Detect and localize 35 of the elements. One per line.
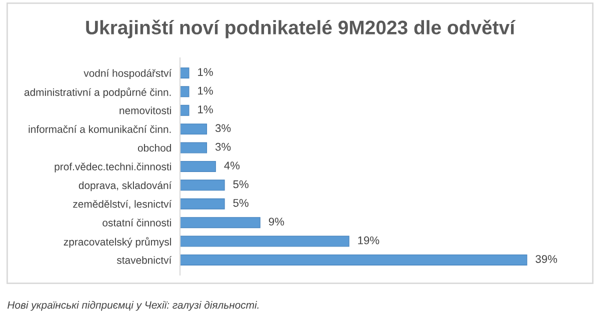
y-tick-label: doprava, skladování: [78, 181, 172, 192]
y-tick-label: zemědělství, lesnictví: [73, 200, 172, 209]
data-label: 1%: [198, 86, 213, 95]
data-label: 5%: [233, 199, 248, 207]
data-label: 3%: [215, 124, 231, 132]
bar: [180, 198, 225, 210]
data-label: 4%: [224, 162, 240, 170]
y-tick-label: zpracovatelský průmysl: [64, 237, 171, 248]
chart-title: Ukrajinští noví podnikatelé 9M2023 dle odvětví: [86, 20, 516, 38]
bar: [180, 160, 216, 172]
text: Нові українські підприємці у Чехії: галузі діяльності.: [8, 301, 258, 311]
data-label: 9%: [268, 218, 284, 226]
data-label: 39%: [536, 255, 558, 263]
bar: [180, 124, 208, 135]
y-tick-label: prof.vědec.techni.činnosti: [54, 162, 171, 172]
bar: [180, 217, 260, 228]
data-label: 19%: [358, 236, 380, 244]
bar: [180, 254, 528, 266]
bar: [180, 142, 208, 154]
y-tick-label: informační a komunikační činn.: [28, 125, 171, 133]
data-label: 1%: [198, 106, 213, 114]
y-tick-label: vodní hospodářství: [84, 69, 172, 79]
bar: [180, 86, 190, 98]
y-tick-label: administrativní a podpůrné činn.: [24, 87, 171, 98]
data-label: 5%: [233, 180, 248, 188]
bar: [180, 67, 190, 78]
bar: [180, 236, 350, 247]
bar: [180, 104, 190, 116]
data-label: 1%: [198, 68, 213, 76]
data-label: 3%: [215, 142, 231, 151]
y-tick-label: ostatní činnosti: [102, 218, 171, 226]
y-tick-label: nemovitosti: [120, 106, 171, 114]
y-tick-label: stavebnictví: [116, 256, 172, 264]
y-tick-label: obchod: [138, 144, 171, 152]
bar: [180, 180, 225, 191]
